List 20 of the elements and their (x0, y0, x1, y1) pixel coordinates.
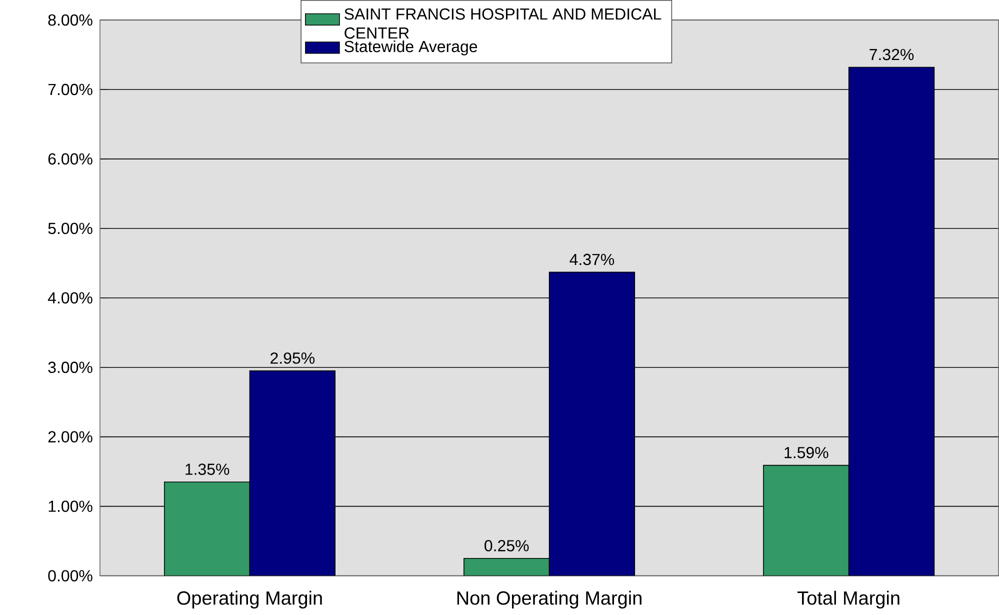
y-tick-label: 7.00% (48, 84, 92, 96)
data-label: 4.37% (570, 254, 614, 266)
y-tick-label: 1.00% (48, 500, 92, 512)
data-label: 2.95% (270, 352, 315, 364)
data-label: 1.59% (784, 446, 828, 458)
y-tick-label: 0.00% (48, 570, 92, 582)
legend-label: Statewide Average (344, 40, 478, 56)
y-tick-label: 3.00% (48, 362, 92, 373)
y-tick-label: 6.00% (48, 153, 92, 165)
y-tick-label: 8.00% (48, 14, 92, 26)
data-label: 7.32% (870, 48, 914, 60)
x-tick-label: Total Margin (798, 590, 900, 608)
y-tick-label: 5.00% (48, 222, 92, 234)
data-label: 1.35% (186, 464, 230, 475)
legend-label: SAINT FRANCIS HOSPITAL AND MEDICAL CENTER (344, 8, 662, 39)
data-label: 0.25% (484, 540, 529, 552)
x-tick-label: Operating Margin (177, 590, 322, 608)
x-tick-label: Non Operating Margin (457, 590, 642, 608)
y-tick-label: 2.00% (48, 431, 92, 442)
y-tick-label: 4.00% (48, 292, 92, 304)
